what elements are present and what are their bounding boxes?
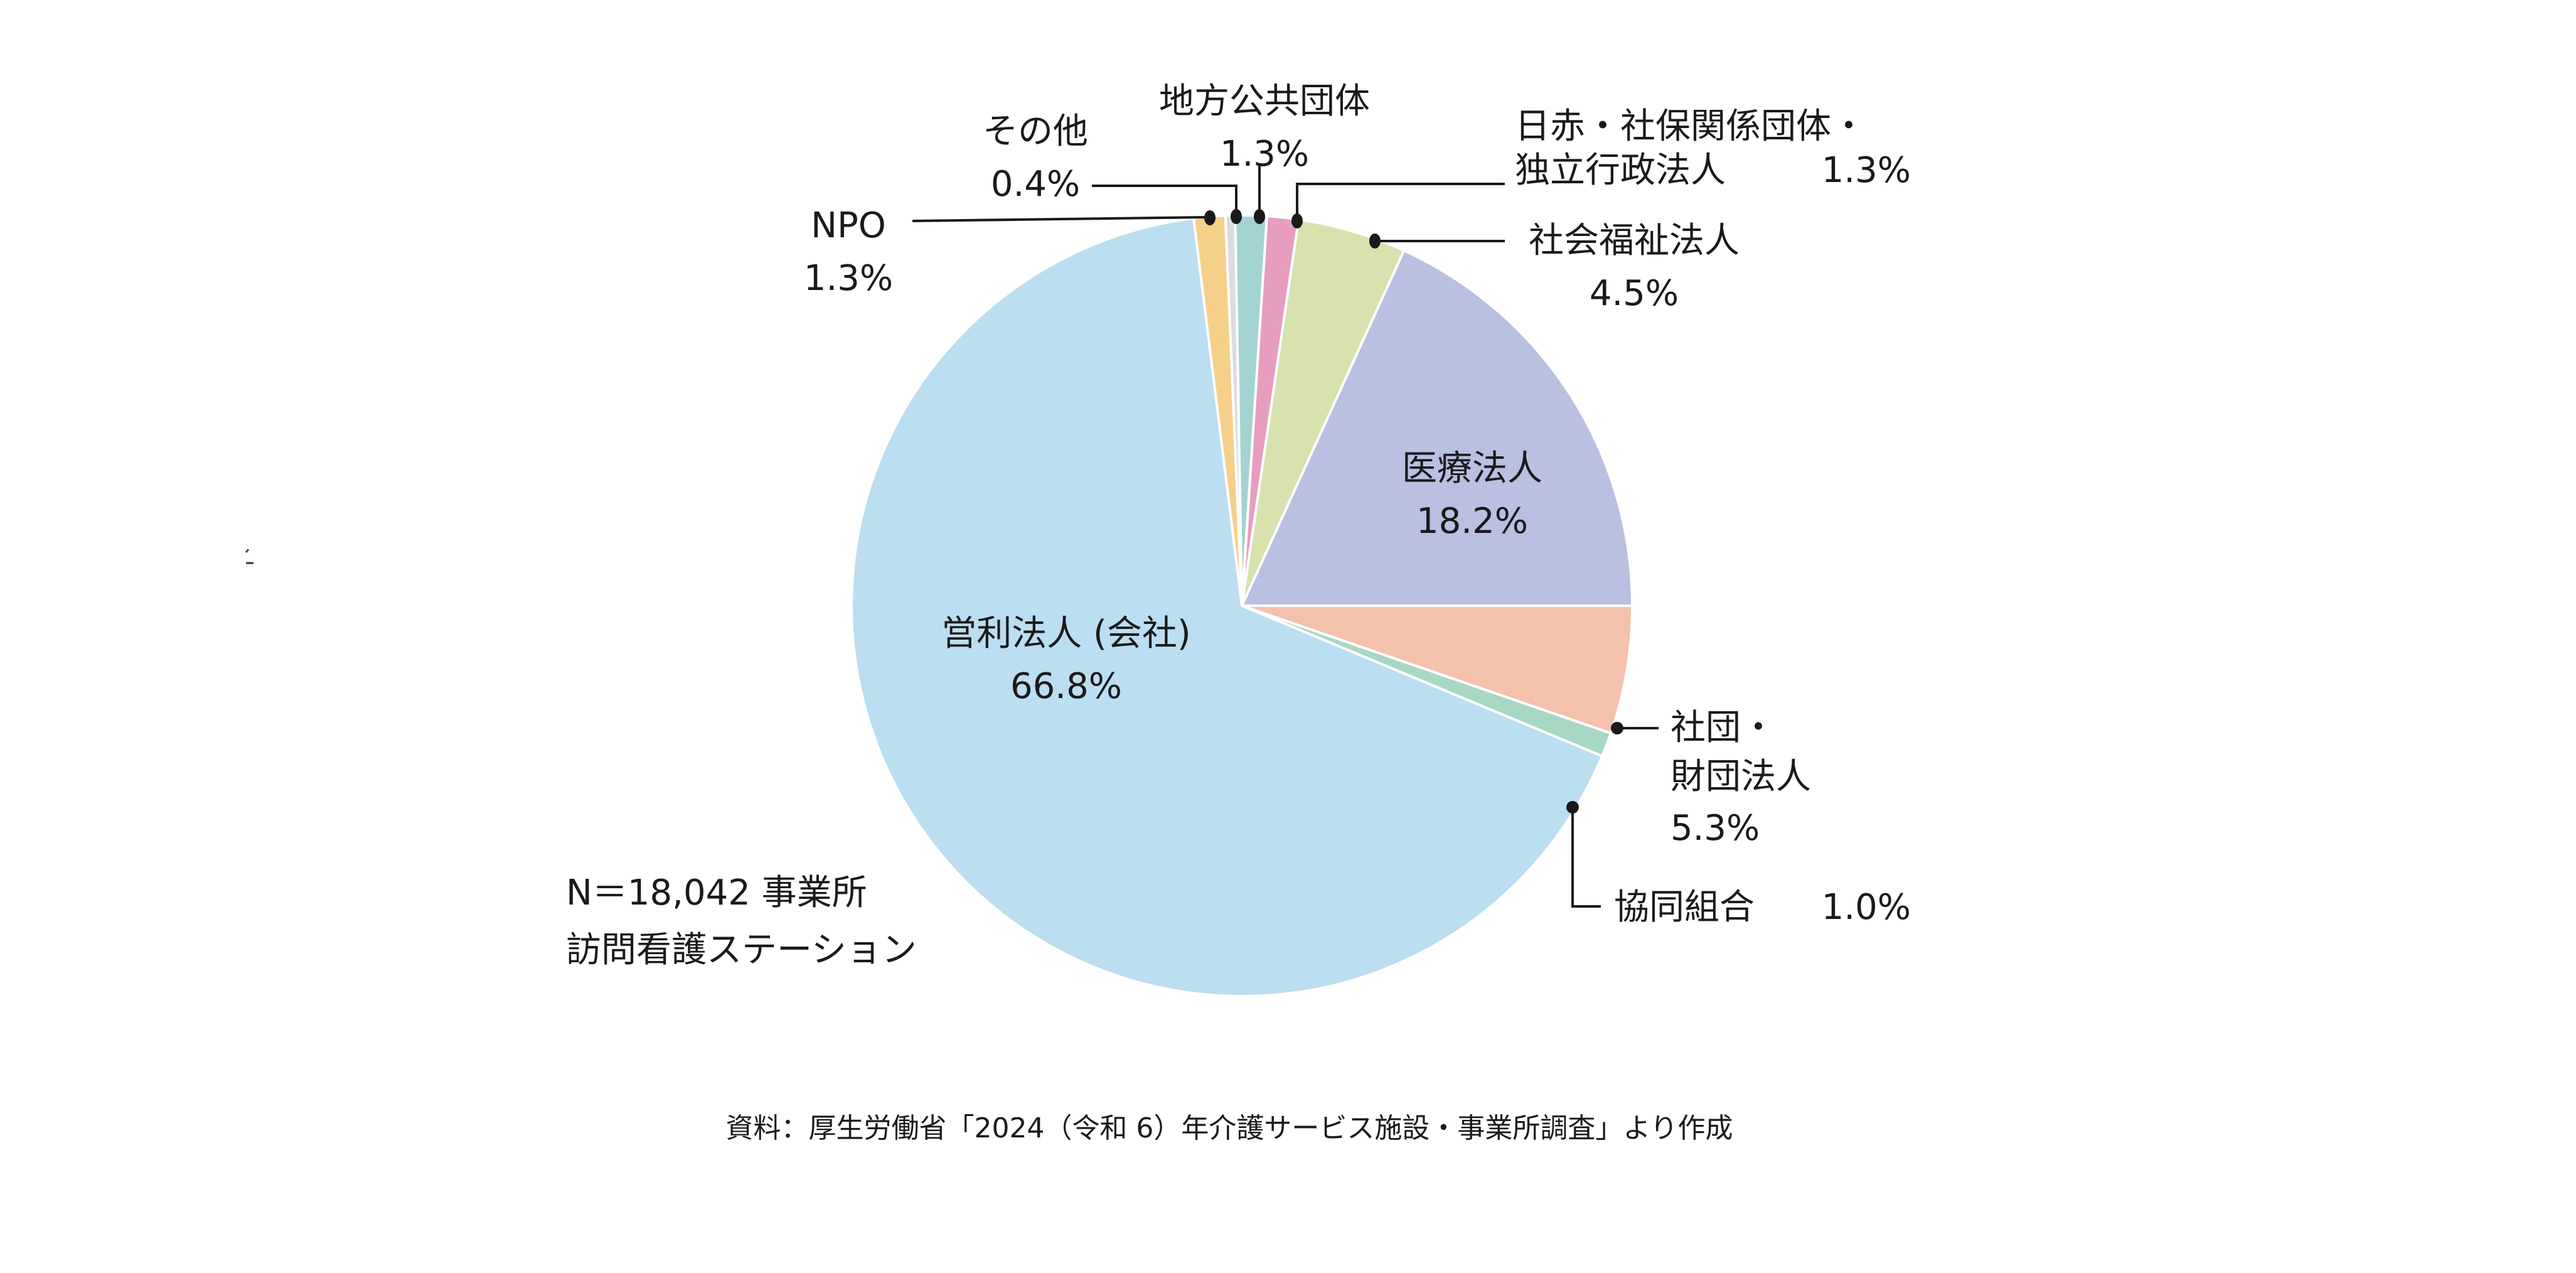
- value-shakaifukushi: 4.5%: [1590, 273, 1679, 314]
- label-nisseki-2: 独立行政法人: [1515, 150, 1726, 191]
- leader-dots: [1204, 209, 1623, 814]
- label-shakaifukushi: 社会福祉法人: [1529, 220, 1740, 261]
- subject-note: 訪問看護ステーション: [566, 930, 917, 970]
- label-sonota: その他: [983, 111, 1088, 152]
- stray-mark: [245, 549, 250, 553]
- sample-size-note: N＝18,042 事業所: [566, 873, 867, 913]
- label-npo: NPO: [811, 205, 886, 246]
- leader-lines: [912, 164, 1659, 908]
- pie-slice-3: [1239, 249, 1634, 607]
- value-nisseki: 1.3%: [1822, 150, 1911, 191]
- label-iryo: 医療法人: [1402, 448, 1542, 489]
- label-chiho: 地方公共団体: [1159, 81, 1370, 122]
- value-sonota: 0.4%: [991, 164, 1080, 205]
- value-eiri: 66.8%: [1010, 666, 1122, 707]
- value-npo: 1.3%: [804, 258, 893, 299]
- value-shadan: 5.3%: [1670, 808, 1760, 849]
- pie-slice-6: [850, 217, 1604, 997]
- source-note: 資料：厚生労働省「2024（令和 6）年介護サービス施設・事業所調査」より作成: [725, 1112, 1733, 1144]
- label-kyodo: 協同組合: [1614, 887, 1755, 928]
- value-iryo: 18.2%: [1416, 501, 1528, 542]
- label-nisseki-1: 日赤・社保関係団体・: [1515, 106, 1866, 147]
- label-shadan-1: 社団・: [1670, 707, 1776, 748]
- label-eiri: 営利法人 (会社): [941, 613, 1191, 654]
- value-chiho: 1.3%: [1220, 134, 1309, 175]
- value-kyodo: 1.0%: [1822, 887, 1911, 928]
- label-shadan-2: 財団法人: [1670, 756, 1811, 797]
- pie-slices: [850, 214, 1634, 997]
